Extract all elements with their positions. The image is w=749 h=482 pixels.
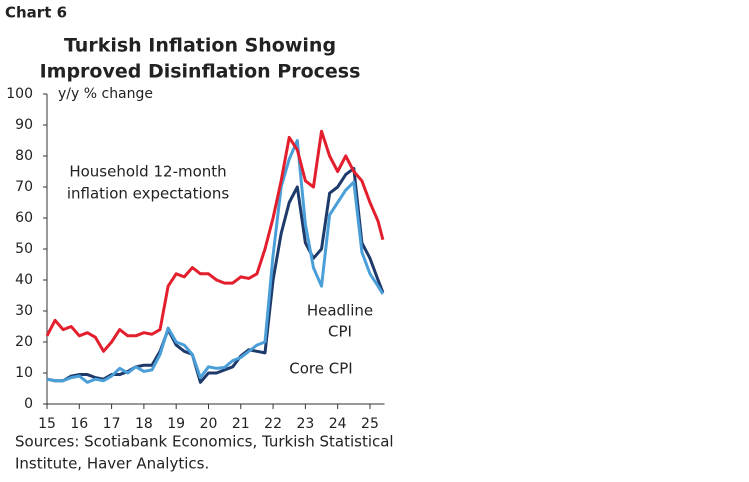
source: Sources: Scotiabank Economics, Turkish S… (15, 433, 394, 451)
source: Institute, Haver Analytics. (15, 455, 209, 473)
series-label: inflation expectations (67, 185, 229, 203)
x-tick-label: 18 (135, 416, 153, 432)
x-tick-label: 23 (296, 416, 314, 432)
x-tick-label: 16 (70, 416, 88, 432)
y-tick-label: 50 (15, 241, 33, 257)
x-tick-label: 22 (264, 416, 282, 432)
series-label: Headline (307, 302, 373, 320)
series-label: Core CPI (289, 360, 352, 378)
x-tick-label: 15 (38, 416, 56, 432)
chart-title: Improved Disinflation Process (40, 61, 361, 83)
series-line (46, 139, 385, 384)
y-tick-label: 80 (15, 148, 33, 164)
x-tick-label: 19 (167, 416, 185, 432)
x-tick-label: 25 (361, 416, 379, 432)
y-tick-label: 10 (15, 365, 33, 381)
series-line (45, 129, 385, 353)
x-tick-label: 20 (200, 416, 218, 432)
series-label: CPI (328, 323, 352, 341)
y-tick-label: 90 (15, 117, 33, 133)
y-tick-label: 0 (24, 396, 33, 412)
y-tick-label: 30 (15, 303, 33, 319)
x-tick-label: 21 (232, 416, 250, 432)
chart-label: Chart 6 (5, 4, 67, 22)
y-tick-label: 60 (15, 210, 33, 226)
x-tick-label: 24 (329, 416, 347, 432)
series-label: Household 12-month (69, 163, 226, 181)
y-tick-label: 40 (15, 272, 33, 288)
chart-title: Turkish Inflation Showing (64, 35, 336, 57)
y-tick-label: 100 (6, 86, 33, 102)
y-axis-label: y/y % change (58, 86, 153, 102)
y-tick-label: 20 (15, 334, 33, 350)
x-tick-label: 17 (103, 416, 121, 432)
y-tick-label: 70 (15, 179, 33, 195)
